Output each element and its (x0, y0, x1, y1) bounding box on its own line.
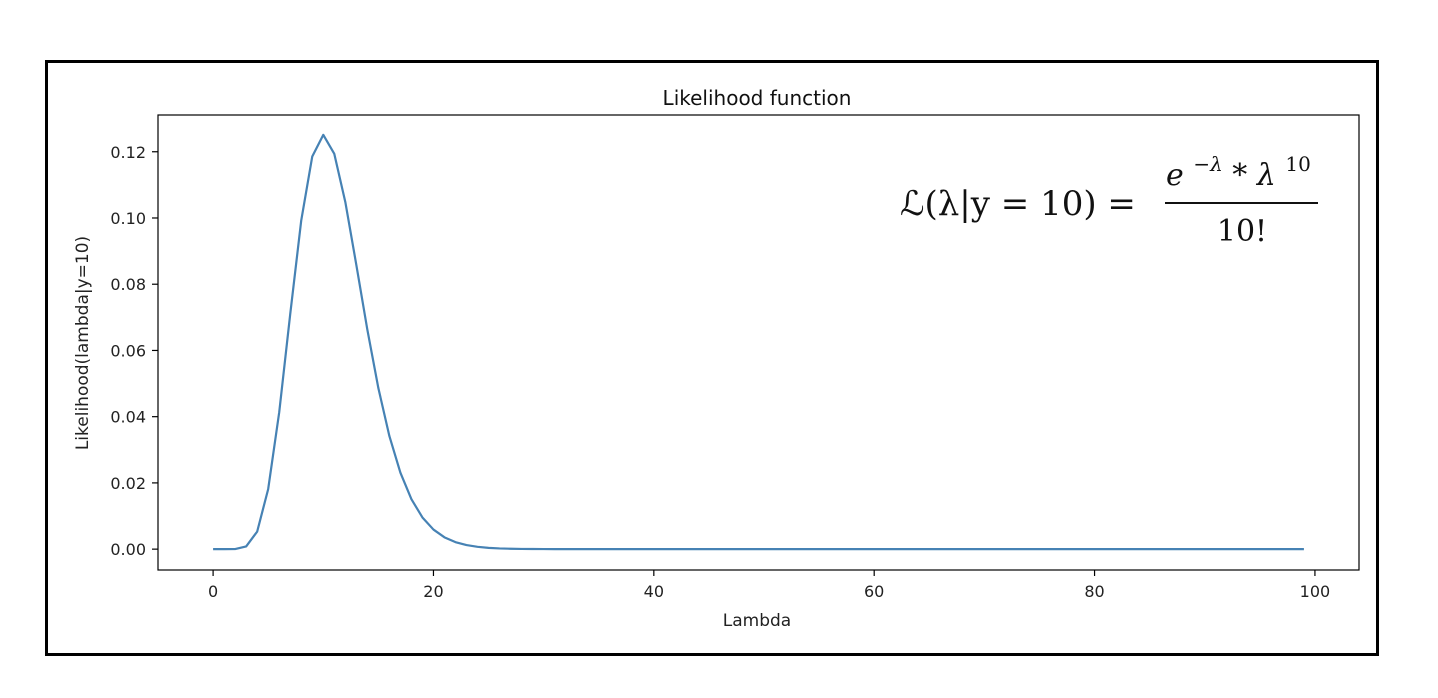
formula-numerator-power: 10 (1285, 152, 1310, 176)
likelihood-chart: Likelihood function 0.00 0.02 0.04 0.06 0.08… (73, 86, 1360, 631)
likelihood-line (213, 133, 1304, 551)
plot-area (157, 114, 1360, 571)
figure-frame: Likelihood function 0.00 0.02 0.04 0.06 0.08… (45, 60, 1379, 656)
y-tick-label: 0.08 (110, 275, 146, 294)
formula-numerator-operator: * λ (1232, 158, 1276, 193)
formula-lhs: ℒ(λ|y = 10) = (900, 184, 1136, 224)
formula-numerator: e −λ * λ 10 (1166, 144, 1311, 193)
y-tick-label: 0.12 (110, 143, 146, 162)
y-axis-ticks: 0.00 0.02 0.04 0.06 0.08 0.10 0.12 (110, 143, 158, 559)
formula-numerator-base: e (1166, 158, 1184, 193)
y-tick-label: 0.10 (110, 209, 146, 228)
x-axis-ticks: 0 20 40 60 80 100 (208, 570, 1330, 601)
formula-numerator-exponent: −λ (1193, 152, 1222, 176)
y-tick-label: 0.04 (110, 408, 146, 427)
x-tick-label: 20 (423, 582, 443, 601)
x-axis-title: Lambda (723, 611, 791, 631)
formula-annotation: ℒ(λ|y = 10) = e −λ * λ 10 10! (900, 144, 1318, 249)
x-tick-label: 100 (1300, 582, 1331, 601)
y-axis-title: Likelihood(lambda|y=10) (73, 236, 93, 450)
chart-title: Likelihood function (663, 86, 852, 110)
x-tick-label: 0 (208, 582, 218, 601)
y-tick-label: 0.06 (110, 341, 146, 360)
formula-denominator: 10! (1217, 214, 1267, 249)
x-tick-label: 80 (1084, 582, 1104, 601)
y-tick-label: 0.00 (110, 540, 146, 559)
y-tick-label: 0.02 (110, 474, 146, 493)
x-tick-label: 40 (644, 582, 664, 601)
x-tick-label: 60 (864, 582, 884, 601)
